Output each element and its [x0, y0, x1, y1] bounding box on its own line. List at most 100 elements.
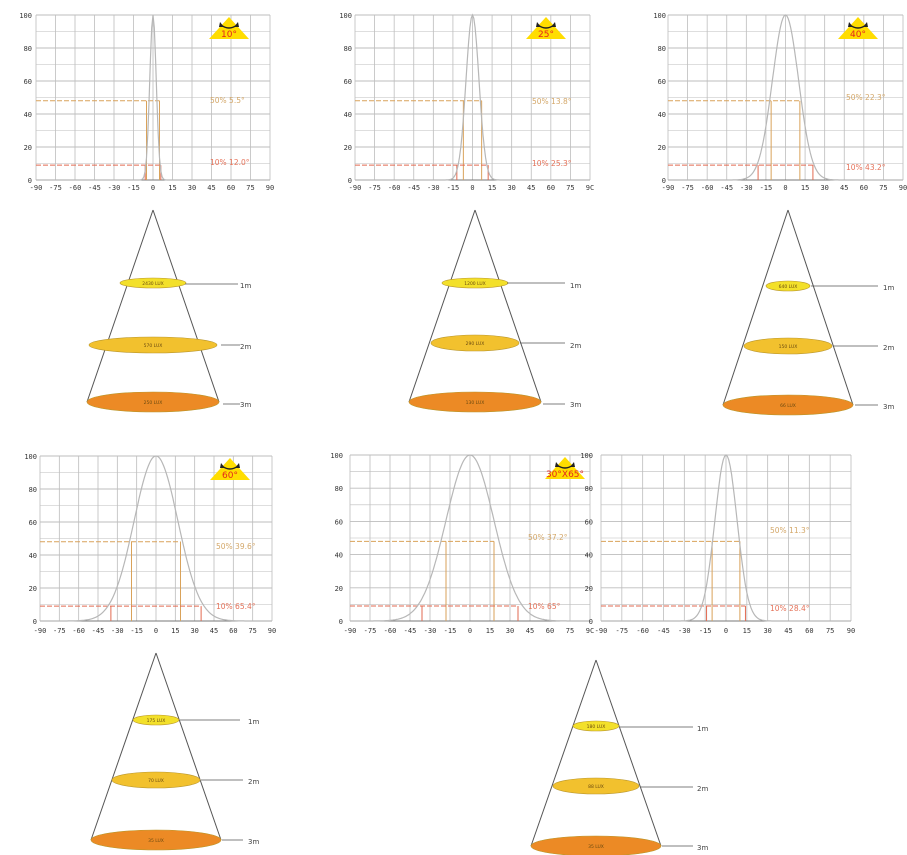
x-tick-label: 0 — [468, 627, 472, 635]
arrow-right-icon — [863, 22, 868, 27]
x-tick-label: -75 — [364, 627, 377, 635]
half-beam-label: 50% 5.5° — [210, 96, 245, 105]
x-tick-label: -45 — [657, 627, 670, 635]
y-tick-label: 80 — [344, 45, 352, 53]
lux-value: 570 LUX — [144, 343, 163, 349]
y-tick-label: 0 — [662, 177, 666, 185]
y-tick-label: 100 — [330, 452, 343, 460]
x-tick-label: 60 — [546, 627, 554, 635]
x-tick-label: 75 — [879, 184, 887, 192]
lux-ellipse-2 — [430, 334, 520, 352]
x-tick-label: -60 — [384, 627, 397, 635]
lux-value: 88 LUX — [588, 784, 604, 790]
distance-label: 3m — [883, 403, 894, 411]
tenth-beam-label: 10% 12.0° — [210, 158, 250, 167]
y-tick-label: 100 — [580, 452, 593, 460]
y-tick-label: 80 — [24, 45, 32, 53]
x-tick-label: 60 — [860, 184, 868, 192]
x-tick-label: 60 — [547, 184, 555, 192]
lux-value: 66 LUX — [780, 403, 796, 409]
y-tick-label: 40 — [344, 111, 352, 119]
lux-ellipse-3 — [408, 391, 542, 413]
y-tick-label: 40 — [29, 552, 37, 560]
x-tick-label: 75 — [248, 627, 256, 635]
half-beam-label: 50% 13.8° — [532, 97, 572, 106]
x-tick-label: 0 — [151, 184, 155, 192]
y-tick-label: 60 — [658, 78, 666, 86]
lux-value: 150 LUX — [779, 344, 798, 350]
x-tick-label: 45 — [207, 184, 215, 192]
x-tick-label: 90 — [266, 184, 274, 192]
x-tick-label: 30 — [820, 184, 828, 192]
x-tick-label: -90 — [30, 184, 43, 192]
distance-label: 2m — [697, 785, 708, 793]
x-tick-label: 45 — [840, 184, 848, 192]
x-tick-label: -45 — [88, 184, 101, 192]
lux-value: 290 LUX — [466, 341, 485, 347]
cone-edge — [474, 209, 542, 403]
lux-ellipse-3 — [86, 391, 220, 413]
intensity-curve — [40, 455, 272, 622]
y-tick-label: 20 — [344, 144, 352, 152]
y-tick-label: 40 — [658, 111, 666, 119]
y-tick-label: 60 — [585, 518, 593, 526]
x-tick-label: -15 — [127, 184, 140, 192]
chart-panel-5: -90 -75 -60 -45 -30 -15 0 15 30 45 60 75 9C020406080… — [330, 452, 594, 635]
y-tick-label: 60 — [335, 518, 343, 526]
x-tick-label: -30 — [427, 184, 440, 192]
x-tick-label: 45 — [784, 627, 792, 635]
arrow-left-icon — [220, 463, 225, 468]
x-tick-label: -30 — [424, 627, 437, 635]
beam-angle-label: 30°X65° — [546, 470, 584, 480]
x-tick-label: -75 — [49, 184, 62, 192]
beam-angle-badge: 30°X65° — [545, 457, 585, 480]
y-tick-label: 100 — [339, 12, 352, 20]
tenth-beam-label: 10% 25.3° — [532, 159, 572, 168]
x-tick-label: -90 — [344, 627, 357, 635]
x-tick-label: -90 — [662, 184, 675, 192]
lux-ellipse-3 — [722, 394, 854, 416]
x-tick-label: 45 — [527, 184, 535, 192]
intensity-curve — [350, 454, 590, 622]
x-tick-label: 60 — [227, 184, 235, 192]
x-tick-label: 9C — [586, 627, 594, 635]
distance-label: 2m — [240, 343, 251, 351]
cone-edge — [90, 652, 157, 841]
y-tick-label: 100 — [19, 12, 32, 20]
x-tick-label: 90 — [268, 627, 276, 635]
lux-ellipse-1 — [572, 720, 620, 732]
lux-value: 250 LUX — [144, 400, 163, 406]
distance-label: 1m — [570, 282, 581, 290]
x-tick-label: 15 — [171, 627, 179, 635]
beam-angle-badge: 10° — [209, 17, 249, 40]
x-tick-label: 90 — [847, 627, 855, 635]
arrow-right-icon — [235, 463, 240, 468]
lux-value: 130 LUX — [466, 400, 485, 406]
distance-label: 1m — [697, 725, 708, 733]
y-tick-label: 0 — [348, 177, 352, 185]
arrow-right-icon — [570, 462, 575, 467]
lux-ellipse-2 — [88, 336, 218, 354]
lux-ellipse-3 — [530, 835, 662, 855]
intensity-curve — [36, 14, 270, 181]
lux-ellipse-2 — [111, 771, 201, 789]
arrow-right-icon — [551, 22, 556, 27]
tenth-beam-label: 10% 65° — [528, 602, 561, 611]
x-tick-label: 60 — [229, 627, 237, 635]
lux-ellipse-3 — [90, 829, 222, 851]
x-tick-label: -30 — [740, 184, 753, 192]
y-tick-label: 100 — [653, 12, 666, 20]
x-tick-label: -45 — [92, 627, 105, 635]
beam-angle-label: 60° — [222, 471, 238, 481]
x-tick-label: -15 — [444, 627, 457, 635]
x-tick-label: 0 — [470, 184, 474, 192]
lux-ellipse-1 — [119, 277, 187, 289]
distance-label: 3m — [570, 401, 581, 409]
lux-ellipse-2 — [552, 777, 640, 795]
x-tick-label: -75 — [616, 627, 629, 635]
chart-panel-1: -90 -75 -60 -45 -30 -15 0 15 30 45 60 75 90 0 20 40 60 80… — [19, 12, 274, 192]
y-tick-label: 80 — [585, 485, 593, 493]
x-tick-label: 30 — [507, 184, 515, 192]
half-beam-label: 50% 39.6° — [216, 542, 256, 551]
